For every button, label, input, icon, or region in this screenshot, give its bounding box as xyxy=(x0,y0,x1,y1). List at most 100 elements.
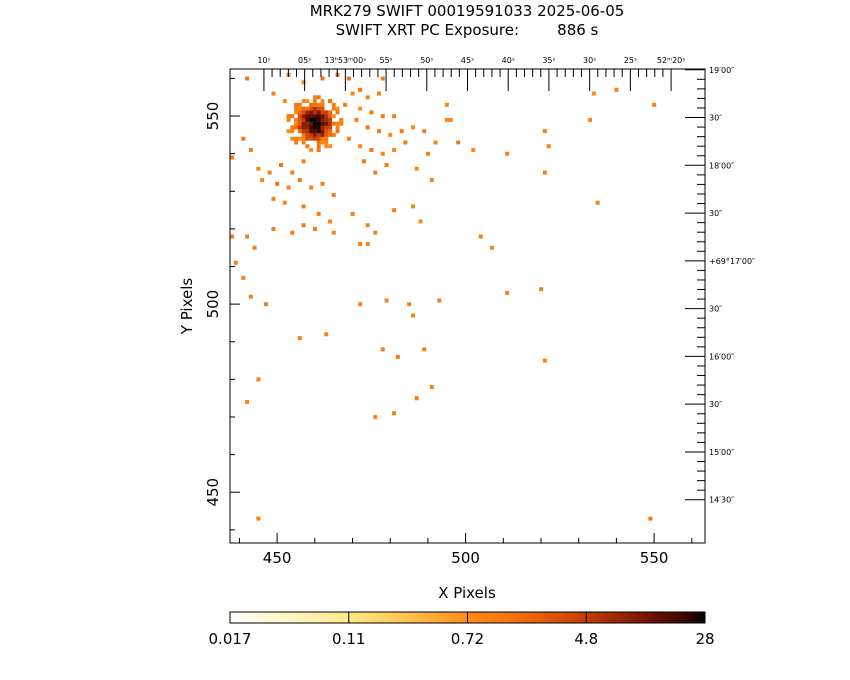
heatmap-cell xyxy=(328,219,332,224)
y-axis-label: Y Pixels xyxy=(178,278,196,336)
ra-axis: 10ˢ 05ˢ 13ʰ53ᵐ00ˢ 55ˢ 50ˢ 45ˢ 40ˢ 35ˢ 30ˢ 25ˢ 52ᵐ2… xyxy=(257,56,685,91)
heatmap-cell xyxy=(297,336,302,341)
heatmap-cell xyxy=(297,125,302,130)
heatmap-cell xyxy=(297,114,302,119)
heatmap-cell xyxy=(241,136,246,141)
heatmap-cell xyxy=(448,117,453,122)
heatmap-cell xyxy=(339,117,344,122)
heatmap-cell xyxy=(320,136,325,141)
heatmap-cell xyxy=(380,151,385,156)
ra-tick-label: 25ˢ xyxy=(624,56,637,65)
heatmap-cell xyxy=(275,181,280,186)
heatmap-cell xyxy=(399,129,404,134)
heatmap-cell xyxy=(312,117,317,122)
y-tick-label: 550 xyxy=(204,102,222,131)
heatmap-cell xyxy=(316,148,321,152)
colorbar: 0.017 0.11 0.72 4.8 28 xyxy=(209,611,715,648)
heatmap-cell xyxy=(358,106,363,111)
dec-tick-label: 30″ xyxy=(709,400,722,409)
ra-tick-label: 10ˢ xyxy=(257,56,270,65)
heatmap-cell xyxy=(358,87,363,92)
heatmap-cell xyxy=(324,110,329,115)
heatmap-cell xyxy=(248,148,253,152)
heatmap-cell xyxy=(286,129,291,134)
heatmap-cell xyxy=(312,114,317,119)
dec-tick-label: 16′00″ xyxy=(709,352,734,361)
heatmap-cell xyxy=(358,144,363,149)
heatmap-cell xyxy=(290,125,295,130)
heatmap-cell xyxy=(328,114,332,119)
heatmap-cell xyxy=(294,117,299,122)
heatmap-cell xyxy=(410,313,415,318)
heatmap-cell xyxy=(301,110,306,115)
dec-tick-label: 14′30″ xyxy=(709,496,734,505)
heatmap-cell xyxy=(595,200,600,205)
heatmap-cell xyxy=(316,129,321,134)
heatmap-cell xyxy=(271,227,276,231)
heatmap-cell xyxy=(410,204,415,209)
heatmap-cell xyxy=(305,132,310,137)
heatmap-cell xyxy=(309,117,314,122)
heatmap-cell xyxy=(320,140,325,145)
heatmap-cell xyxy=(305,114,310,119)
heatmap-cell xyxy=(414,166,419,171)
heatmap-cell xyxy=(301,140,306,145)
heatmap-cell xyxy=(312,129,317,134)
heatmap-cell xyxy=(245,76,250,81)
heatmap-cell xyxy=(542,129,547,134)
heatmap-cell xyxy=(301,136,306,141)
heatmap-cell xyxy=(312,106,317,111)
heatmap-cell xyxy=(377,91,381,96)
heatmap-cell xyxy=(316,140,321,145)
heatmap-cell xyxy=(456,140,461,145)
heatmap-cell xyxy=(316,121,321,126)
heatmap-cell xyxy=(546,144,551,149)
heatmap-cell xyxy=(301,204,306,209)
heatmap-cell xyxy=(346,136,351,141)
dec-tick-label: 30″ xyxy=(709,209,722,218)
heatmap-cell xyxy=(309,121,314,126)
heatmap-cell xyxy=(301,114,306,119)
heatmap-cell xyxy=(328,110,332,115)
heatmap-cell xyxy=(279,163,283,168)
heatmap-cell xyxy=(437,298,442,303)
heatmap-cell xyxy=(365,242,370,247)
heatmap-cell xyxy=(271,91,276,96)
dec-tick-label: 30″ xyxy=(709,305,722,314)
heatmap-cell xyxy=(429,385,434,389)
heatmap-cell xyxy=(380,76,385,81)
heatmap-cell xyxy=(290,230,295,235)
heatmap-cell xyxy=(542,170,547,175)
heatmap-cell xyxy=(312,227,317,231)
y-tick-label: 500 xyxy=(204,290,222,319)
heatmap-cell xyxy=(478,234,483,239)
heatmap-cell xyxy=(312,125,317,130)
heatmap-cell xyxy=(324,121,329,126)
heatmap-cell xyxy=(294,106,299,111)
heatmap-cell xyxy=(312,95,317,100)
heatmap-cell xyxy=(591,91,596,96)
heatmap-cell xyxy=(320,106,325,111)
heatmap-cell xyxy=(320,132,325,137)
heatmap-cell xyxy=(369,110,374,115)
heatmap-cell xyxy=(256,166,261,171)
heatmap-cell xyxy=(312,132,317,137)
heatmap-cell xyxy=(297,129,302,134)
heatmap-cell xyxy=(328,125,332,130)
heatmap-cell xyxy=(444,102,449,107)
heatmap-cell xyxy=(410,125,415,130)
heatmap-cell xyxy=(305,125,310,130)
ra-tick-label: 05ˢ xyxy=(298,56,311,65)
ra-tick-label: 52ᵐ20ˢ xyxy=(657,56,685,65)
heatmap-cell xyxy=(305,129,310,134)
heatmap-cell xyxy=(331,132,336,137)
heatmap-cell xyxy=(316,144,321,149)
heatmap-cell xyxy=(263,302,268,307)
heatmap-cell xyxy=(305,106,310,111)
heatmap-cell xyxy=(429,178,434,183)
heatmap-cell xyxy=(252,245,257,250)
heatmap-cell xyxy=(648,516,653,521)
heatmap-cell xyxy=(282,99,287,104)
heatmap-cell xyxy=(320,121,325,126)
heatmap-cell xyxy=(309,106,314,111)
